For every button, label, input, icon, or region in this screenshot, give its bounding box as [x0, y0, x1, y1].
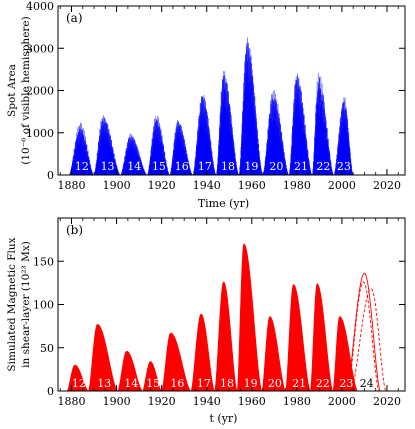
panel-a-y-axis-label-line1: Spot Area [6, 64, 18, 117]
cycle-number-label: 12 [72, 377, 86, 390]
x-tick-label: 1920 [148, 395, 176, 408]
cycle-18-area [214, 281, 238, 392]
y-tick-label: 3000 [26, 42, 54, 55]
panel-b-y-axis-label-line2: in shear-layer (10²³ Mx) [20, 241, 32, 368]
x-tick-label: 2020 [373, 179, 401, 192]
y-tick-label: 50 [40, 342, 54, 355]
cycle-number-label: 12 [75, 160, 89, 173]
cycle-19-area [238, 37, 264, 176]
cycle-17-area [192, 94, 217, 176]
cycle-number-label: 18 [220, 377, 234, 390]
x-tick-label: 1900 [103, 395, 131, 408]
cycle-23-area [332, 316, 358, 392]
cycle-number-label: 23 [339, 377, 353, 390]
cycle-number-label: 16 [170, 377, 184, 390]
x-tick-label: 1880 [58, 395, 86, 408]
x-tick-label: 1940 [193, 179, 221, 192]
x-tick-label: 2020 [373, 395, 401, 408]
cycle-12-area [68, 122, 94, 176]
cycle-24-prediction-curve-3 [350, 288, 387, 392]
x-tick-label: 1980 [283, 179, 311, 192]
cycle-number-label: 19 [244, 160, 258, 173]
cycle-number-label: 23 [337, 160, 351, 173]
cycle-16-area [169, 119, 193, 176]
cycle-number-label: 14 [124, 377, 138, 390]
cycle-12-area [66, 364, 89, 392]
panel-a-x-axis-label: Time (yr) [198, 197, 249, 210]
panel-a: 1880 1900 1920 1940 1960 1980 2000 202001000200… [6, 0, 406, 210]
y-tick-label: 0 [47, 385, 54, 398]
cycle-number-label: 21 [292, 377, 306, 390]
cycle-number-label: 20 [268, 377, 282, 390]
cycle-19-area [236, 243, 263, 392]
panel-a-y-axis-label: Spot Area (10⁻⁶ of visible hemisphere) [6, 16, 32, 164]
cycle-number-label: 18 [221, 160, 235, 173]
cycle-number-label: 14 [127, 160, 141, 173]
x-tick-label: 1940 [193, 395, 221, 408]
cycle-number-label: 19 [244, 377, 258, 390]
simulated-flux-series [66, 243, 358, 392]
x-tick-label: 1900 [103, 179, 131, 192]
spot-area-series [68, 37, 354, 176]
cycle-24-prediction [346, 272, 387, 392]
panel-b-ticks: 1880 1900 1920 1940 1960 1980 2000 202005010015… [33, 218, 405, 408]
cycle-15-area [141, 361, 162, 392]
cycle-15-area [146, 116, 170, 176]
cycle-number-label: 20 [269, 160, 283, 173]
cycle-number-label: 22 [316, 160, 330, 173]
cycle-number-label: 13 [101, 160, 115, 173]
panel-b-cycle-labels: 12 13 14 15 16 17 18 19 20 21 22 23 24 [72, 377, 374, 390]
x-tick-label: 2000 [328, 179, 356, 192]
y-tick-label: 100 [33, 299, 54, 312]
y-tick-label: 150 [33, 255, 54, 268]
panel-a-ticks: 1880 1900 1920 1940 1960 1980 2000 202001000200… [26, 0, 405, 192]
cycle-20-area [261, 316, 286, 392]
cycle-22-area [309, 283, 334, 392]
cycle-20-area [262, 89, 290, 176]
panel-b: 1880 1900 1920 1940 1960 1980 2000 202005010015… [6, 217, 406, 425]
y-tick-label: 2000 [26, 85, 54, 98]
panel-b-x-axis-label: t (yr) [210, 412, 238, 425]
cycle-14-area [120, 133, 148, 176]
x-tick-label: 1960 [238, 179, 266, 192]
x-tick-label: 1920 [148, 179, 176, 192]
x-tick-label: 1880 [58, 179, 86, 192]
cycle-21-area [288, 73, 313, 176]
cycle-13-area [87, 324, 118, 392]
panel-b-y-axis-label-line1: Simulated Magnetic Flux [6, 237, 18, 371]
cycle-24-prediction-curve-2 [347, 281, 380, 392]
panel-b-label: (b) [66, 223, 83, 237]
cycle-23-area [333, 97, 354, 176]
x-tick-label: 1980 [283, 395, 311, 408]
cycle-14-area [116, 350, 143, 392]
cycle-number-label: 15 [152, 160, 166, 173]
cycle-number-label: 17 [198, 160, 212, 173]
cycle-number-label: 17 [197, 377, 211, 390]
cycle-17-area [190, 313, 216, 392]
cycle-number-label: 15 [146, 377, 160, 390]
cycle-number-label-24: 24 [360, 377, 374, 390]
y-tick-label: 4000 [26, 0, 54, 13]
cycle-16-area [160, 332, 192, 392]
cycle-number-label: 22 [316, 377, 330, 390]
cycle-number-label: 21 [294, 160, 308, 173]
cycle-24-prediction-curve-1 [346, 272, 381, 392]
x-tick-label: 1960 [238, 395, 266, 408]
cycle-21-area [285, 284, 312, 392]
panel-b-y-axis-label: Simulated Magnetic Flux in shear-layer (… [6, 237, 32, 371]
cycle-number-label: 16 [175, 160, 189, 173]
panel-a-y-axis-label-line2: (10⁻⁶ of visible hemisphere) [20, 16, 32, 164]
panel-a-label: (a) [66, 11, 83, 25]
cycle-22-area [311, 72, 334, 176]
cycle-number-label: 13 [97, 377, 111, 390]
cycle-18-area [215, 71, 239, 176]
y-tick-label: 1000 [26, 127, 54, 140]
panel-a-cycle-labels: 12 13 14 15 16 17 18 19 20 21 22 23 [75, 160, 351, 173]
x-tick-label: 2000 [328, 395, 356, 408]
cycle-13-area [93, 115, 121, 176]
y-tick-label: 0 [47, 169, 54, 182]
